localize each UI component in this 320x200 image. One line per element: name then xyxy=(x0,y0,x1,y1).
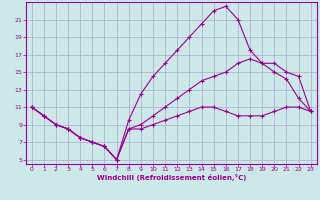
X-axis label: Windchill (Refroidissement éolien,°C): Windchill (Refroidissement éolien,°C) xyxy=(97,174,246,181)
